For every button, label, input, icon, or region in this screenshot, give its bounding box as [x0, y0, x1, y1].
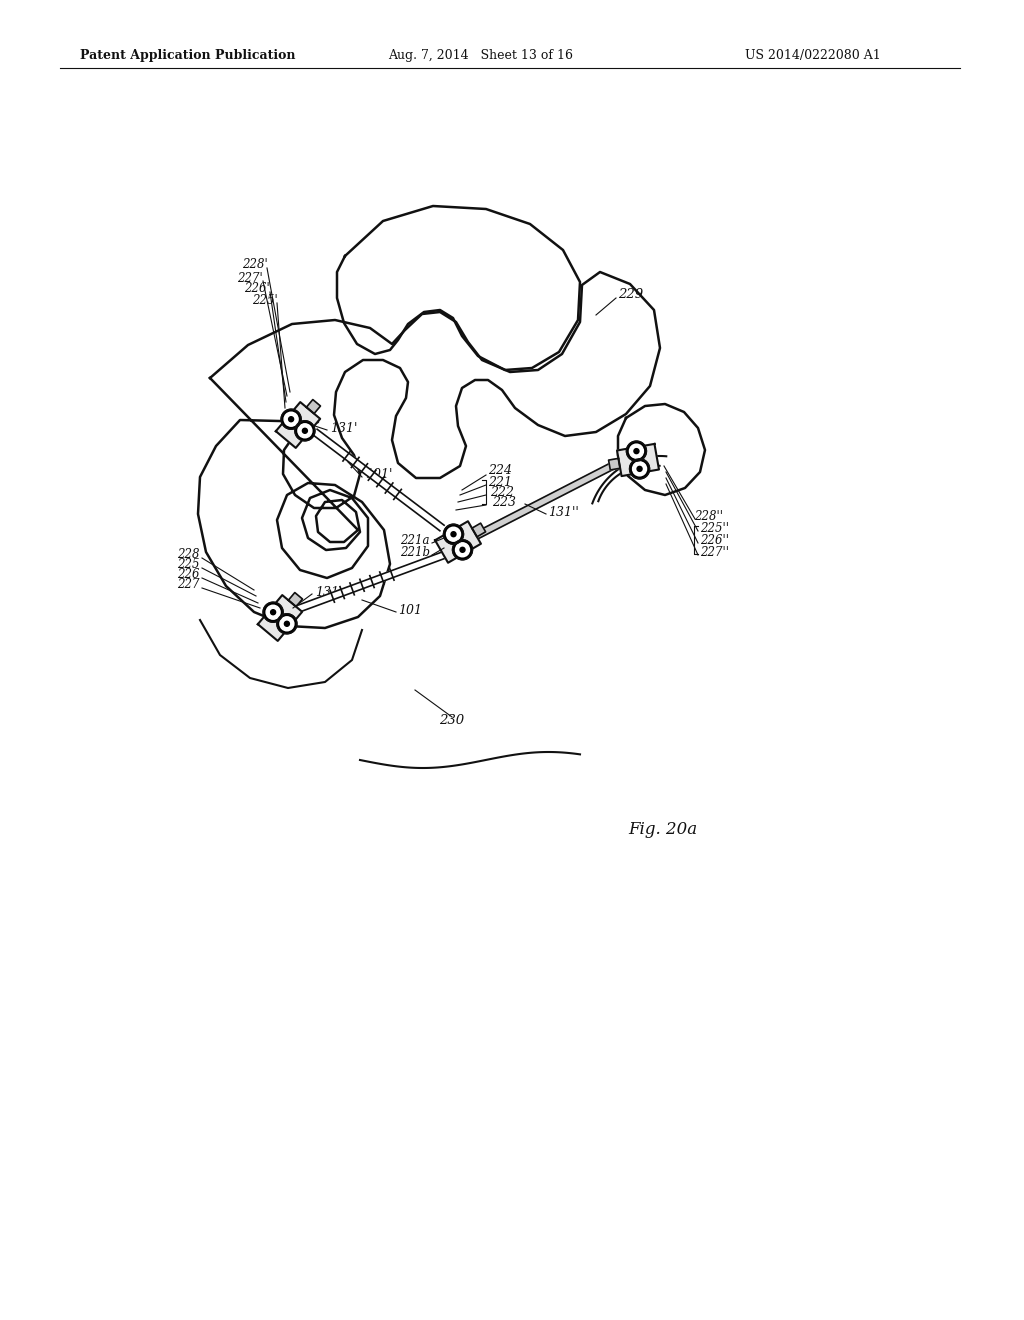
Text: Aug. 7, 2014   Sheet 13 of 16: Aug. 7, 2014 Sheet 13 of 16	[388, 49, 573, 62]
Text: 131': 131'	[330, 421, 357, 434]
Polygon shape	[289, 593, 302, 607]
Text: 223: 223	[492, 495, 516, 508]
Text: 228: 228	[177, 549, 200, 561]
Circle shape	[453, 540, 472, 560]
Text: 227': 227'	[238, 272, 263, 285]
Text: 131'': 131''	[548, 506, 579, 519]
Text: 222: 222	[490, 486, 514, 499]
Circle shape	[302, 428, 307, 433]
Text: 226': 226'	[245, 282, 270, 296]
Circle shape	[295, 421, 315, 441]
Text: 228'': 228''	[694, 510, 723, 523]
Circle shape	[460, 548, 465, 552]
Circle shape	[270, 610, 275, 615]
Polygon shape	[306, 400, 321, 413]
Circle shape	[289, 417, 294, 421]
Text: 228': 228'	[243, 259, 268, 272]
Text: 101': 101'	[365, 469, 392, 482]
Circle shape	[451, 532, 456, 537]
Text: 230: 230	[439, 714, 465, 726]
Text: 224: 224	[488, 463, 512, 477]
Text: 225': 225'	[252, 293, 278, 306]
Text: Patent Application Publication: Patent Application Publication	[80, 49, 296, 62]
Circle shape	[634, 449, 639, 454]
Polygon shape	[470, 459, 622, 541]
Circle shape	[446, 527, 461, 541]
Circle shape	[282, 409, 301, 429]
Text: 221a: 221a	[400, 533, 430, 546]
Circle shape	[276, 614, 297, 634]
Text: 226: 226	[177, 569, 200, 582]
Text: 225: 225	[177, 558, 200, 572]
Polygon shape	[617, 444, 659, 477]
Polygon shape	[608, 458, 621, 470]
Text: 221b: 221b	[400, 545, 430, 558]
Circle shape	[630, 459, 649, 479]
Text: 101: 101	[398, 603, 422, 616]
Circle shape	[633, 462, 646, 477]
Text: US 2014/0222080 A1: US 2014/0222080 A1	[745, 49, 881, 62]
Text: Fig. 20a: Fig. 20a	[628, 821, 697, 838]
Circle shape	[456, 543, 469, 557]
Circle shape	[443, 524, 464, 544]
Polygon shape	[294, 552, 445, 614]
Polygon shape	[275, 403, 321, 447]
Circle shape	[266, 605, 281, 619]
Circle shape	[298, 424, 312, 438]
Text: 225'': 225''	[700, 521, 729, 535]
Circle shape	[263, 602, 283, 622]
Text: 131: 131	[315, 586, 339, 598]
Text: 227: 227	[177, 578, 200, 591]
Text: 227'': 227''	[700, 545, 729, 558]
Circle shape	[285, 622, 290, 626]
Text: 229: 229	[618, 289, 643, 301]
Circle shape	[284, 412, 298, 426]
Polygon shape	[313, 429, 444, 531]
Polygon shape	[258, 595, 302, 642]
Text: 221: 221	[488, 475, 512, 488]
Polygon shape	[472, 523, 485, 537]
Circle shape	[637, 466, 642, 471]
Circle shape	[627, 441, 646, 461]
Circle shape	[630, 444, 643, 458]
Polygon shape	[435, 521, 481, 562]
Circle shape	[280, 616, 294, 631]
Text: 226'': 226''	[700, 533, 729, 546]
